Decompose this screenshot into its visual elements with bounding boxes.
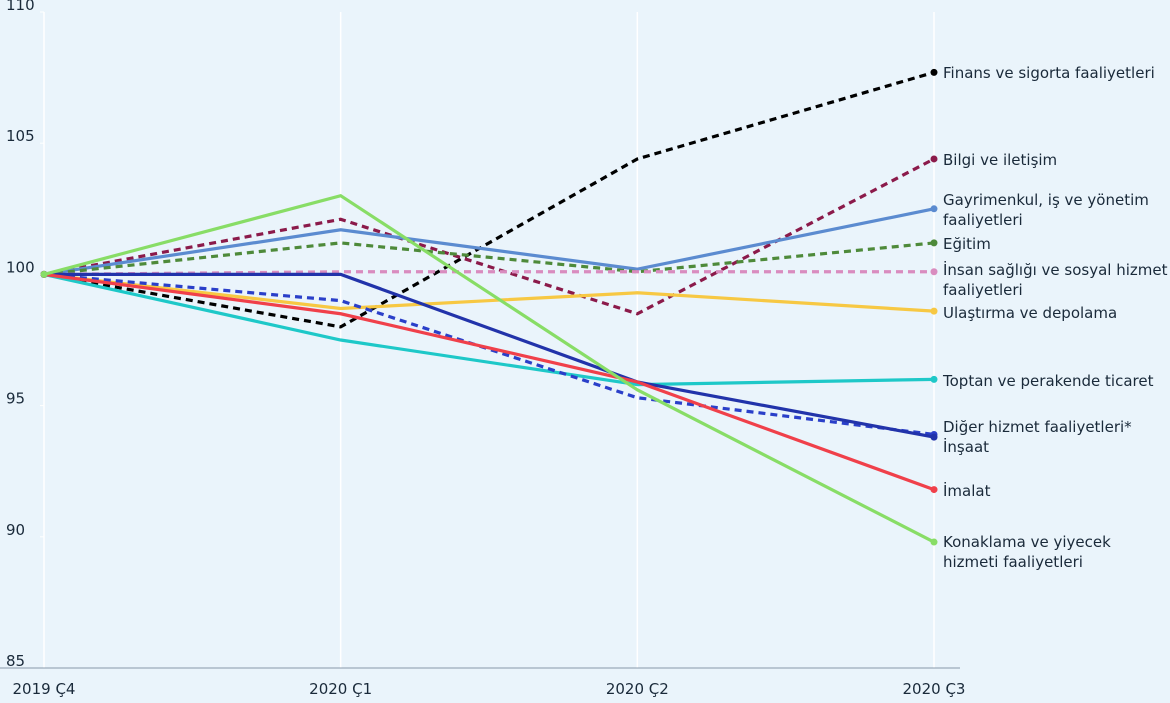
- series-line: [43, 241, 935, 276]
- series-line: [43, 272, 935, 492]
- series-line: [43, 272, 935, 387]
- point: [930, 239, 938, 247]
- x-tick-label: 2020 Ç2: [606, 680, 669, 698]
- series-label: İmalat: [943, 482, 991, 500]
- series-label: Finans ve sigorta faaliyetleri: [943, 64, 1155, 82]
- point: [930, 375, 938, 383]
- series-label: Bilgi ve iletişim: [943, 151, 1058, 169]
- point: [930, 538, 938, 546]
- y-tick-label: 85: [6, 652, 25, 670]
- series-line: [43, 207, 935, 276]
- series-line: [44, 272, 935, 439]
- y-tick-label: 110: [6, 0, 35, 14]
- point: [930, 307, 938, 315]
- point: [930, 486, 938, 494]
- point: [930, 268, 938, 276]
- series-line: [43, 157, 935, 316]
- series-line: [43, 193, 935, 544]
- y-tick-label: 105: [6, 127, 35, 145]
- point: [930, 433, 938, 441]
- point: [930, 68, 938, 76]
- series-label: Konaklama ve yiyecek hizmeti faaliyetler…: [943, 533, 1111, 571]
- y-tick-label: 95: [6, 390, 25, 408]
- series-label: İnsan sağlığı ve sosyal hizmet faaliyetl…: [943, 261, 1168, 299]
- series-label: Diğer hizmet faaliyetleri*: [943, 418, 1132, 436]
- series-line: [43, 272, 935, 313]
- series-label: Eğitim: [943, 235, 991, 253]
- series-line: [43, 70, 935, 329]
- series-line: [43, 272, 935, 437]
- x-tick-label: 2019 Ç4: [13, 680, 76, 698]
- y-tick-label: 90: [6, 521, 25, 539]
- series-label: İnşaat: [943, 438, 990, 456]
- point: [40, 270, 48, 278]
- x-tick-label: 2020 Ç3: [903, 680, 966, 698]
- point: [930, 205, 938, 213]
- series-label: Gayrimenkul, iş ve yönetim faaliyetleri: [943, 191, 1149, 229]
- y-tick-label: 100: [6, 258, 35, 276]
- series-label: Ulaştırma ve depolama: [943, 304, 1118, 322]
- x-tick-label: 2020 Ç1: [309, 680, 372, 698]
- series-label: Toptan ve perakende ticaret: [943, 372, 1154, 390]
- point: [930, 155, 938, 163]
